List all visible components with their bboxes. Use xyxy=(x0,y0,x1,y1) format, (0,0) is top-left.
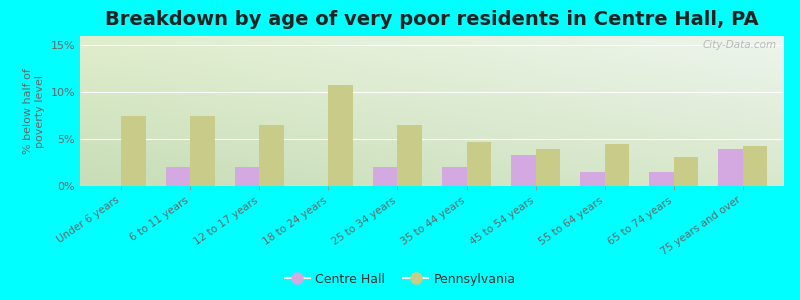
Bar xyxy=(329,85,353,186)
Bar xyxy=(535,148,560,186)
Bar xyxy=(259,125,284,186)
Bar xyxy=(466,142,490,186)
Bar xyxy=(442,167,466,186)
Bar xyxy=(374,167,398,186)
Bar xyxy=(235,167,259,186)
Bar xyxy=(511,155,535,186)
Legend: Centre Hall, Pennsylvania: Centre Hall, Pennsylvania xyxy=(279,268,521,291)
Bar xyxy=(166,167,190,186)
Bar xyxy=(605,144,629,186)
Bar xyxy=(122,116,146,186)
Bar xyxy=(190,116,214,186)
Bar xyxy=(674,157,698,186)
Bar xyxy=(742,146,766,186)
Y-axis label: % below half of
poverty level: % below half of poverty level xyxy=(23,68,45,154)
Bar xyxy=(580,172,605,186)
Bar xyxy=(718,148,742,186)
Text: City-Data.com: City-Data.com xyxy=(703,40,777,50)
Bar xyxy=(398,125,422,186)
Title: Breakdown by age of very poor residents in Centre Hall, PA: Breakdown by age of very poor residents … xyxy=(105,10,759,29)
Bar xyxy=(650,172,674,186)
